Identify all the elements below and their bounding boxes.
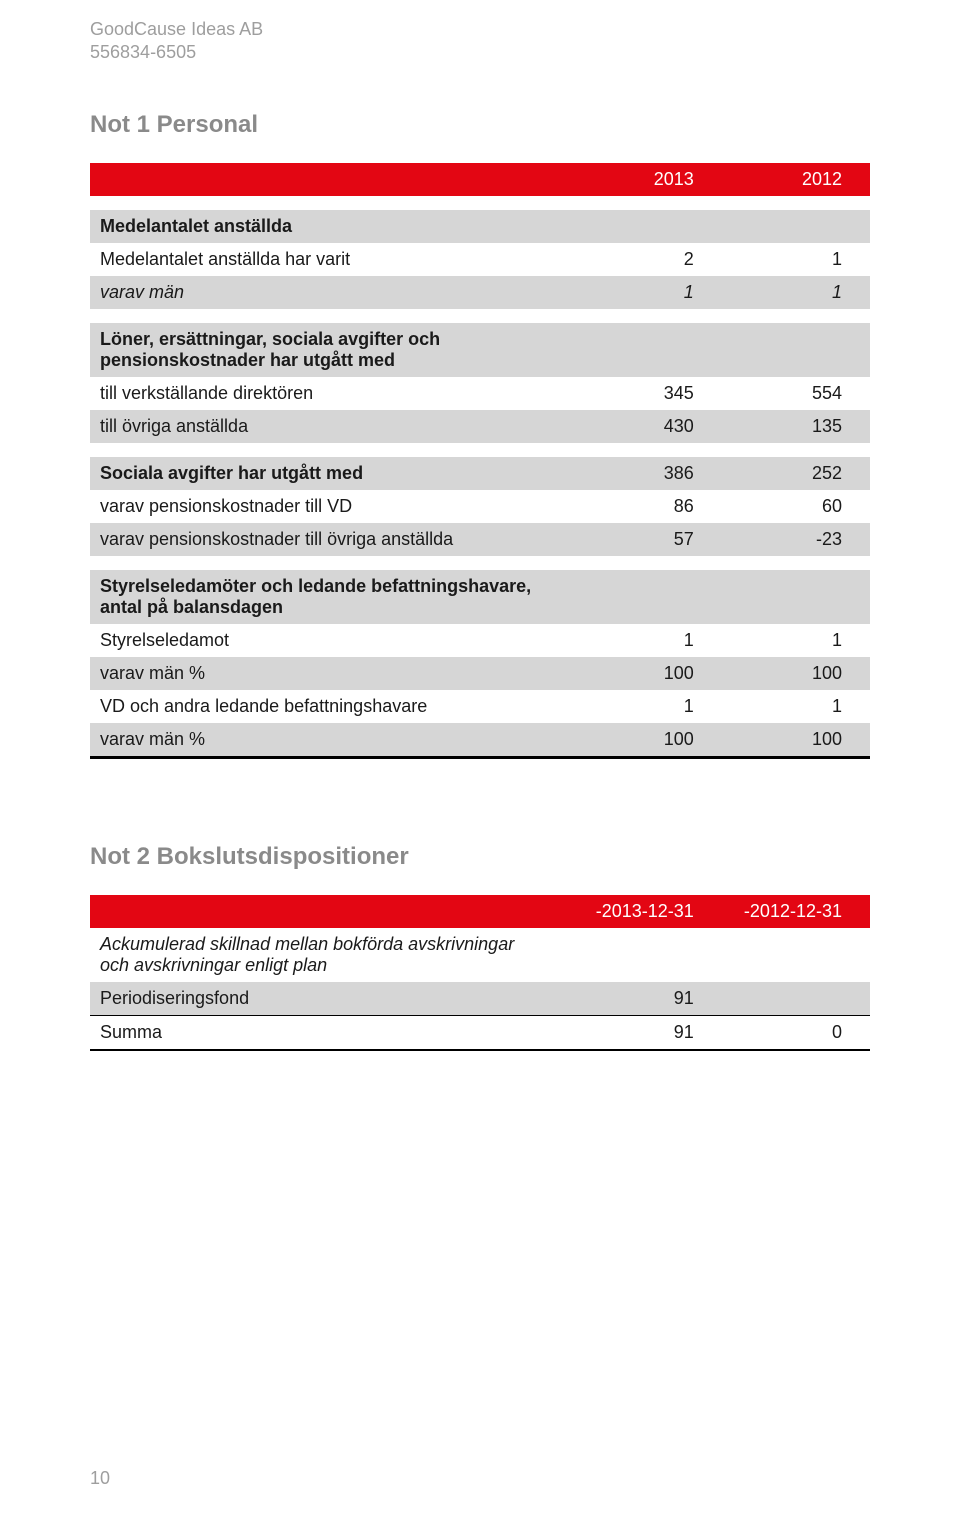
empty-cell bbox=[722, 928, 870, 982]
row-value: 135 bbox=[722, 410, 870, 443]
row-label: Periodiseringsfond bbox=[90, 982, 574, 1016]
row-value: 0 bbox=[722, 1016, 870, 1050]
note2-title: Not 2 Bokslutsdispositioner bbox=[90, 843, 870, 871]
spacer bbox=[90, 196, 870, 210]
row-label: till verkställande direktören bbox=[90, 377, 574, 410]
row-value: 57 bbox=[574, 523, 722, 556]
row-value: 1 bbox=[722, 624, 870, 657]
row-value bbox=[722, 982, 870, 1016]
row-label: Medelantalet anställda har varit bbox=[90, 243, 574, 276]
empty-cell bbox=[574, 210, 722, 243]
page-number: 10 bbox=[90, 1468, 110, 1489]
table-row: Summa 91 0 bbox=[90, 1016, 870, 1050]
row-value: 86 bbox=[574, 490, 722, 523]
section-head-label: Medelantalet anställda bbox=[90, 210, 574, 243]
row-line: och avskrivningar enligt plan bbox=[100, 955, 564, 976]
year-header-2: 2012 bbox=[722, 163, 870, 196]
row-label: VD och andra ledande befattningshavare bbox=[90, 690, 574, 723]
company-orgnr: 556834-6505 bbox=[90, 41, 870, 64]
rule-bold bbox=[90, 1050, 870, 1051]
note1-table: 2013 2012 Medelantalet anställda Medelan… bbox=[90, 163, 870, 759]
table-row: Ackumulerad skillnad mellan bokförda avs… bbox=[90, 928, 870, 982]
table-row: Periodiseringsfond 91 bbox=[90, 982, 870, 1016]
table-row: till verkställande direktören 345 554 bbox=[90, 377, 870, 410]
section-head: Medelantalet anställda bbox=[90, 210, 870, 243]
rule-bold bbox=[90, 758, 870, 759]
row-value: 1 bbox=[722, 690, 870, 723]
year-header-2: -2012-12-31 bbox=[722, 895, 870, 928]
section-head-label: Sociala avgifter har utgått med bbox=[90, 457, 574, 490]
table-row: varav män % 100 100 bbox=[90, 723, 870, 757]
section-head-line: antal på balansdagen bbox=[100, 597, 564, 618]
section-head-line: pensionskostnader har utgått med bbox=[100, 350, 564, 371]
section-head: Löner, ersättningar, sociala avgifter oc… bbox=[90, 323, 870, 377]
table-row: varav män 1 1 bbox=[90, 276, 870, 309]
year-header-blank bbox=[90, 163, 574, 196]
row-value: 554 bbox=[722, 377, 870, 410]
row-label: varav män % bbox=[90, 723, 574, 757]
year-header-1: 2013 bbox=[574, 163, 722, 196]
section-head-line: Löner, ersättningar, sociala avgifter oc… bbox=[100, 329, 564, 350]
row-line: Ackumulerad skillnad mellan bokförda avs… bbox=[100, 934, 564, 955]
row-value: 2 bbox=[574, 243, 722, 276]
row-value: 430 bbox=[574, 410, 722, 443]
table-row: varav pensionskostnader till övriga anst… bbox=[90, 523, 870, 556]
row-value: 100 bbox=[574, 657, 722, 690]
table-row: Medelantalet anställda har varit 2 1 bbox=[90, 243, 870, 276]
row-value: 1 bbox=[574, 690, 722, 723]
empty-cell bbox=[722, 323, 870, 377]
section-head: Sociala avgifter har utgått med 386 252 bbox=[90, 457, 870, 490]
row-value: -23 bbox=[722, 523, 870, 556]
row-value: 1 bbox=[722, 243, 870, 276]
note1-title: Not 1 Personal bbox=[90, 111, 870, 139]
row-value: 91 bbox=[574, 982, 722, 1016]
spacer bbox=[90, 556, 870, 570]
row-value: 1 bbox=[574, 276, 722, 309]
row-label: till övriga anställda bbox=[90, 410, 574, 443]
company-name: GoodCause Ideas AB bbox=[90, 18, 870, 41]
document-page: GoodCause Ideas AB 556834-6505 Not 1 Per… bbox=[0, 0, 960, 1513]
spacer bbox=[90, 443, 870, 457]
row-label: varav pensionskostnader till VD bbox=[90, 490, 574, 523]
empty-cell bbox=[722, 210, 870, 243]
row-value: 60 bbox=[722, 490, 870, 523]
row-value: 252 bbox=[722, 457, 870, 490]
year-header-1: -2013-12-31 bbox=[574, 895, 722, 928]
table-row: Styrelseledamot 1 1 bbox=[90, 624, 870, 657]
row-label: varav män % bbox=[90, 657, 574, 690]
row-label: varav män bbox=[90, 276, 574, 309]
row-value: 386 bbox=[574, 457, 722, 490]
row-value: 91 bbox=[574, 1016, 722, 1050]
empty-cell bbox=[574, 928, 722, 982]
section-head: Styrelseledamöter och ledande befattning… bbox=[90, 570, 870, 624]
row-label: varav pensionskostnader till övriga anst… bbox=[90, 523, 574, 556]
row-value: 100 bbox=[722, 723, 870, 757]
table-row: varav män % 100 100 bbox=[90, 657, 870, 690]
row-value: 1 bbox=[722, 276, 870, 309]
row-label: Styrelseledamot bbox=[90, 624, 574, 657]
table-row: varav pensionskostnader till VD 86 60 bbox=[90, 490, 870, 523]
table-row: till övriga anställda 430 135 bbox=[90, 410, 870, 443]
row-value: 1 bbox=[574, 624, 722, 657]
empty-cell bbox=[574, 323, 722, 377]
section-head-label: Löner, ersättningar, sociala avgifter oc… bbox=[90, 323, 574, 377]
table-row: VD och andra ledande befattningshavare 1… bbox=[90, 690, 870, 723]
note2-table: -2013-12-31 -2012-12-31 Ackumulerad skil… bbox=[90, 895, 870, 1051]
section-head-line: Styrelseledamöter och ledande befattning… bbox=[100, 576, 564, 597]
year-header-blank bbox=[90, 895, 574, 928]
note1-year-header: 2013 2012 bbox=[90, 163, 870, 196]
note2-block: Not 2 Bokslutsdispositioner -2013-12-31 … bbox=[90, 843, 870, 1051]
row-label: Ackumulerad skillnad mellan bokförda avs… bbox=[90, 928, 574, 982]
empty-cell bbox=[574, 570, 722, 624]
row-label: Summa bbox=[90, 1016, 574, 1050]
note2-year-header: -2013-12-31 -2012-12-31 bbox=[90, 895, 870, 928]
spacer bbox=[90, 309, 870, 323]
row-value: 345 bbox=[574, 377, 722, 410]
section-head-label: Styrelseledamöter och ledande befattning… bbox=[90, 570, 574, 624]
row-value: 100 bbox=[722, 657, 870, 690]
row-value: 100 bbox=[574, 723, 722, 757]
empty-cell bbox=[722, 570, 870, 624]
